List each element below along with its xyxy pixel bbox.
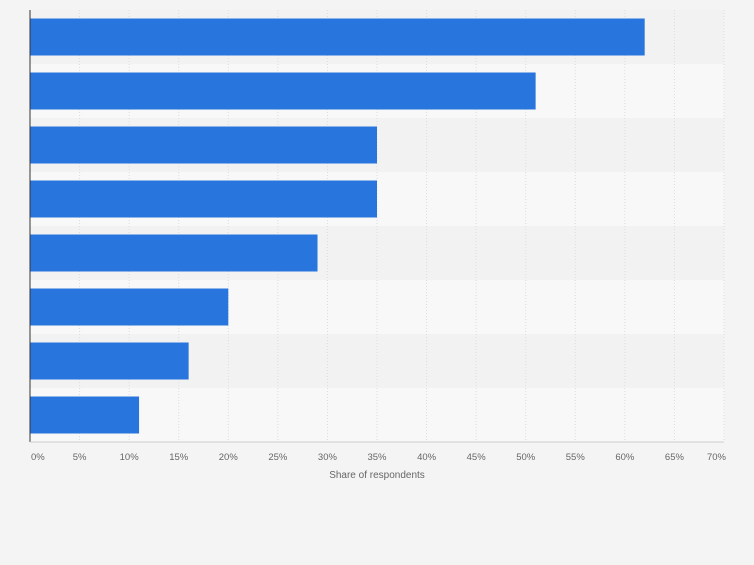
x-tick-label: 40% [417,452,437,463]
x-tick-label: 60% [615,452,635,463]
x-tick-label: 15% [169,452,189,463]
bar [30,126,377,164]
x-tick-label: 0% [31,452,45,463]
x-tick-label: 65% [665,452,685,463]
bar [30,396,140,434]
x-tick-label: 5% [73,452,87,463]
bar [30,72,536,110]
x-tick-label: 70% [707,452,727,463]
x-tick-label: 30% [318,452,338,463]
bar [30,18,645,56]
x-tick-label: 35% [367,452,387,463]
bar [30,180,377,218]
x-tick-label: 25% [268,452,288,463]
x-axis-title: Share of respondents [329,470,425,481]
bar [30,342,189,380]
axes [29,10,724,443]
bar [30,288,229,326]
bars [30,18,645,434]
x-tick-labels: 0% 5% 10% 15% 20% 25% 30% 35% 40% 45% 50% 55% 60% 65%… [31,452,727,463]
bar [30,234,318,272]
x-tick-label: 45% [467,452,487,463]
x-tick-label: 20% [219,452,239,463]
x-tick-label: 50% [516,452,536,463]
x-tick-label: 55% [566,452,586,463]
x-tick-label: 10% [120,452,140,463]
